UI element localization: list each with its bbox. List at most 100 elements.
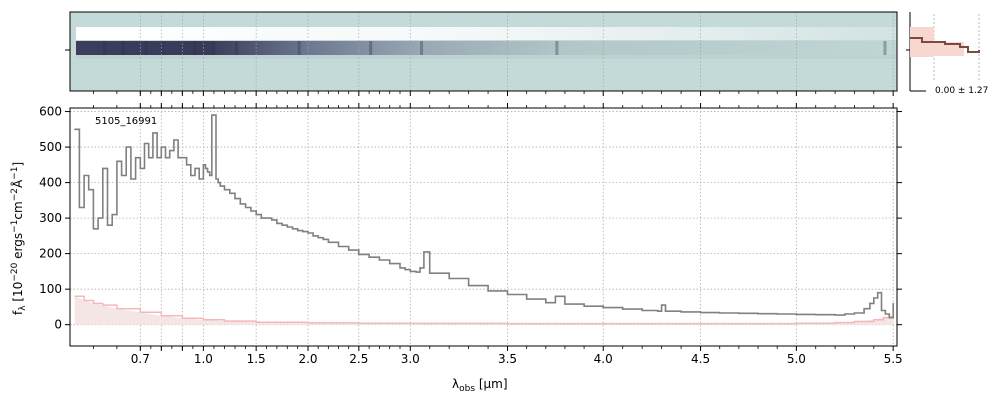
flux-point (776, 313, 778, 315)
trace-stripe (161, 41, 165, 55)
flux-point (661, 304, 663, 306)
flux-point (160, 146, 162, 148)
flux-point (245, 206, 247, 209)
flux-point (204, 167, 207, 169)
flux-point (139, 167, 141, 169)
flux-point (583, 305, 585, 307)
flux-point (337, 245, 340, 248)
flux-point (700, 312, 702, 314)
flux-point (892, 302, 894, 304)
flux-point (181, 157, 183, 159)
flux-point (186, 164, 188, 166)
flux-point (795, 313, 798, 315)
spectrum-2d-ticks (65, 49, 894, 96)
flux-point (419, 267, 421, 269)
flux-point (83, 174, 85, 177)
y-tick-label: 100 (39, 282, 62, 296)
flux-point (834, 314, 836, 316)
flux-point (368, 256, 370, 258)
y-axis-label-f: f (11, 310, 25, 315)
flux-point (487, 290, 489, 292)
object-label: 5105_16991 (95, 116, 157, 127)
flux-point (545, 302, 547, 304)
x-tick-label: 1.0 (194, 352, 213, 366)
flux-point (526, 298, 528, 300)
flux-point (229, 192, 231, 194)
y-tick-label: 500 (39, 140, 62, 154)
flux-point (815, 314, 817, 316)
flux-point (219, 185, 221, 187)
flux-point (169, 150, 171, 152)
flux-point (92, 228, 94, 230)
trace-stripe (883, 41, 887, 55)
flux-point (276, 222, 278, 224)
flux-point (281, 224, 283, 226)
flux-point (111, 214, 113, 216)
flux-point (468, 285, 470, 287)
y-axis-label-exp3: −2 (10, 188, 20, 201)
x-axis-label-sub: obs (459, 384, 475, 394)
flux-point (664, 310, 667, 312)
flux-point (143, 142, 146, 145)
flux-point (415, 271, 417, 273)
flux-point (97, 217, 99, 219)
flux-point (877, 292, 879, 294)
profile-annotation: 0.00 ± 1.27 (935, 86, 988, 96)
flux-point (135, 157, 137, 159)
flux-point (448, 277, 450, 280)
flux-point (156, 157, 158, 159)
flux-point (564, 303, 566, 305)
flux-point (223, 189, 226, 191)
flux-point (164, 157, 167, 159)
plot-area (70, 108, 897, 346)
x-axis-label-main: λ (452, 377, 459, 391)
y-axis-label-unit-e: ] (11, 162, 25, 167)
flux-point (130, 178, 132, 180)
flux-point (102, 167, 104, 169)
spectrum-2d-panel (65, 11, 898, 96)
y-axis-label-exp1: −20 (10, 262, 20, 281)
trace-stripe (297, 41, 301, 55)
flux-point (378, 259, 380, 261)
x-tick-label: 3.0 (401, 352, 420, 366)
flux-point (738, 312, 740, 314)
x-axis-label: λobs [μm] (452, 377, 508, 394)
trace-stripe (211, 41, 215, 55)
flux-point (215, 178, 217, 180)
flux-point (680, 311, 682, 313)
trace-stripe (144, 41, 148, 55)
profile-fill-2 (934, 42, 964, 56)
flux-point (641, 309, 643, 312)
flux-point (217, 182, 219, 184)
x-tick-label: 0.7 (131, 352, 150, 366)
flux-point (88, 189, 90, 191)
flux-point (554, 295, 557, 297)
flux-point (148, 157, 150, 159)
x-tick-label: 2.0 (298, 352, 317, 366)
flux-point (202, 164, 204, 166)
flux-point (853, 312, 856, 314)
flux-point (399, 267, 401, 269)
flux-point (213, 114, 215, 116)
y-axis-label-unit-a: [10 (11, 282, 25, 306)
flux-point (884, 313, 887, 315)
flux-point (234, 198, 236, 200)
y-axis-label-exp4: −1 (10, 167, 20, 180)
flux-point (286, 226, 288, 228)
flux-points (74, 114, 894, 319)
flux-point (844, 313, 846, 315)
x-tick-label: 5.5 (884, 352, 903, 366)
flux-point (358, 253, 360, 255)
spectrum-1d-panel: 0.7 1.0 1.5 2.0 2.5 3.0 3.5 4.0 4.5 5.0 5.5 0 100 20… (10, 103, 903, 394)
flux-point (209, 174, 211, 177)
trace-stripe (555, 41, 559, 55)
y-axis-label-unit-d: Å (10, 179, 25, 188)
y-tick-label: 600 (39, 105, 62, 119)
flux-point (409, 270, 411, 272)
flux-point (602, 307, 604, 309)
flux-point (255, 214, 257, 216)
trace-stripe (121, 41, 125, 55)
spectrum-2d-frame (69, 11, 898, 92)
